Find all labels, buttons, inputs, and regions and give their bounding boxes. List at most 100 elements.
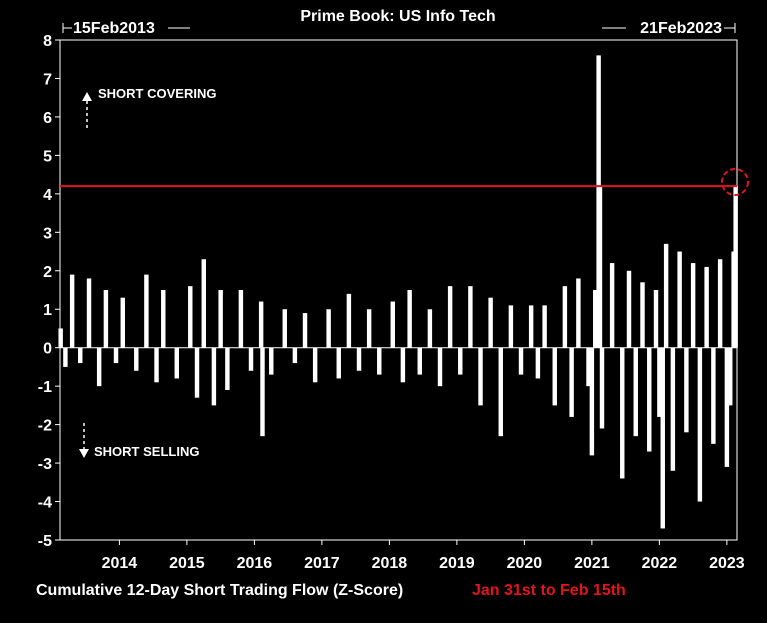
y-tick-label: 8	[43, 33, 52, 50]
bar	[647, 347, 652, 452]
y-tick-label: 2	[43, 264, 52, 281]
y-tick-label: -4	[38, 495, 52, 512]
x-tick-label: 2017	[304, 555, 340, 572]
bar	[609, 263, 615, 348]
bar	[535, 347, 541, 379]
bar	[103, 290, 109, 348]
bar	[312, 347, 318, 383]
bar	[174, 347, 179, 379]
bar	[69, 274, 75, 348]
x-tick-label: 2015	[169, 555, 205, 572]
x-tick-label: 2021	[574, 555, 610, 572]
bar	[326, 309, 331, 348]
bar	[400, 347, 406, 383]
bar	[390, 301, 395, 348]
x-axis-label: Cumulative 12-Day Short Trading Flow (Z-…	[36, 582, 403, 599]
bar	[188, 286, 193, 348]
bar	[518, 347, 524, 375]
bar	[478, 347, 483, 406]
bar	[640, 282, 645, 348]
bar	[657, 347, 662, 417]
bar	[282, 309, 287, 348]
bar	[144, 274, 149, 348]
bar	[113, 347, 119, 364]
bar	[161, 290, 166, 348]
bar	[120, 297, 125, 348]
bar	[218, 290, 223, 348]
bar	[663, 243, 669, 348]
bar	[96, 347, 102, 387]
bar	[626, 270, 632, 348]
y-tick-label: -1	[38, 379, 52, 396]
bar	[593, 290, 598, 348]
y-tick-label: -5	[38, 533, 52, 550]
y-tick-label: 1	[43, 302, 52, 319]
bar	[86, 278, 92, 348]
bar	[552, 347, 557, 406]
bar	[302, 313, 308, 348]
x-tick-label: 2014	[102, 555, 138, 572]
bar	[260, 347, 265, 437]
bar	[258, 301, 264, 348]
bar	[225, 347, 230, 390]
x-tick-label: 2018	[372, 555, 408, 572]
bar	[417, 347, 422, 375]
bar	[569, 347, 574, 417]
bar	[576, 278, 581, 348]
bar	[377, 347, 382, 375]
start-date-marker: 15Feb2013	[62, 20, 190, 37]
y-tick-label: 0	[43, 341, 52, 358]
x-tick-label: 2020	[507, 555, 543, 572]
bar	[711, 347, 716, 444]
bar	[633, 347, 638, 437]
bar	[684, 347, 689, 433]
bar	[733, 186, 738, 348]
y-axis: 8 7 6 5 4 3 2 1 0 -1 -2 -3 -4 -5	[38, 33, 60, 550]
x-tick-label: 2023	[709, 555, 745, 572]
y-tick-label: 6	[43, 110, 52, 127]
chart-title: Prime Book: US Info Tech	[300, 8, 495, 25]
highlight-circle	[721, 168, 749, 196]
bar	[134, 347, 139, 371]
bar	[269, 347, 274, 375]
bar	[620, 347, 625, 479]
annotation-up: SHORT COVERING	[98, 86, 216, 101]
bar	[488, 297, 493, 348]
bar	[717, 259, 723, 348]
bar	[468, 286, 473, 348]
end-date-marker: 21Feb2023	[602, 20, 736, 37]
y-tick-label: 3	[43, 225, 52, 242]
bar	[653, 290, 659, 348]
bar	[63, 347, 68, 367]
end-date-label: 21Feb2023	[640, 20, 722, 37]
start-date-label: 15Feb2013	[73, 20, 155, 37]
bar	[728, 347, 733, 406]
bar	[690, 263, 696, 348]
bar	[336, 347, 341, 379]
x-axis: 2014 2015 2016 2017 2018 2019 2020 2021 2022 2023	[102, 540, 745, 572]
bar	[407, 290, 412, 348]
bar	[528, 305, 534, 348]
y-tick-label: -3	[38, 456, 52, 473]
bar	[458, 347, 463, 375]
bar	[58, 328, 63, 348]
bar	[248, 347, 254, 371]
bar	[201, 259, 206, 348]
bar	[194, 347, 200, 398]
x-tick-label: 2019	[439, 555, 475, 572]
bar	[724, 347, 730, 467]
bar	[670, 347, 676, 471]
bar	[447, 286, 453, 348]
short-covering-arrow	[82, 92, 92, 128]
bar	[599, 347, 605, 429]
bar	[427, 309, 433, 348]
bar	[366, 309, 372, 348]
annotation-down: SHORT SELLING	[94, 444, 199, 459]
bar	[437, 347, 443, 387]
bar	[154, 347, 159, 383]
bar	[597, 186, 603, 348]
bar	[704, 266, 709, 348]
bar	[238, 290, 244, 348]
short-selling-arrow	[79, 423, 89, 458]
bar	[542, 305, 547, 348]
